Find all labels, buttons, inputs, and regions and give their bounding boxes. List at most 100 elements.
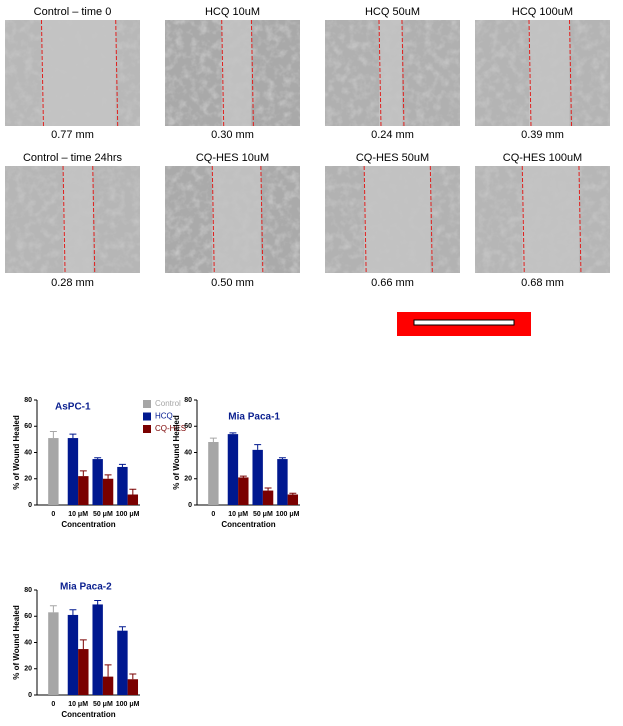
x-tick-label: 0 bbox=[51, 701, 55, 708]
panel-title: Control – time 24hrs bbox=[23, 152, 123, 164]
wound-gap bbox=[63, 166, 93, 273]
bar-chart: 0 20 40 60 80 0 10 μM 50 μM 100 μM AsPC-1 Concentr… bbox=[12, 397, 186, 529]
panel-title: HCQ 50uM bbox=[365, 6, 420, 18]
panel-title: Control – time 0 bbox=[34, 6, 112, 18]
y-tick-label: 80 bbox=[24, 397, 32, 404]
y-tick-label: 40 bbox=[24, 449, 32, 456]
error-bar bbox=[49, 605, 57, 613]
micro-panel: Control – time 0 0.77 mm bbox=[5, 6, 140, 141]
y-tick-label: 0 bbox=[28, 692, 32, 699]
panel-measurement: 0.50 mm bbox=[211, 277, 254, 289]
x-axis-label: Concentration bbox=[221, 520, 275, 529]
x-tick-label: 50 μM bbox=[93, 701, 113, 708]
y-tick-label: 80 bbox=[184, 397, 192, 404]
wound-gap bbox=[529, 20, 570, 126]
bar bbox=[102, 676, 114, 695]
panel-title: CQ-HES 10uM bbox=[196, 152, 269, 164]
error-bar bbox=[104, 664, 112, 677]
error-bar bbox=[118, 463, 126, 467]
y-tick-label: 20 bbox=[24, 666, 32, 673]
bar bbox=[127, 679, 139, 695]
y-tick-label: 80 bbox=[24, 587, 32, 594]
error-bar bbox=[94, 600, 102, 605]
y-tick-label: 20 bbox=[24, 476, 32, 483]
x-axis-label: Concentration bbox=[61, 520, 115, 529]
panel-title: HCQ 100uM bbox=[512, 6, 573, 18]
micro-panel: Control – time 24hrs 0.28 mm bbox=[5, 152, 140, 289]
y-tick-label: 40 bbox=[24, 639, 32, 646]
micro-panel: HCQ 10uM 0.30 mm bbox=[165, 6, 300, 141]
y-tick-label: 60 bbox=[184, 423, 192, 430]
error-bar bbox=[69, 609, 77, 615]
legend-swatch bbox=[143, 412, 151, 421]
wound-gap bbox=[522, 166, 579, 273]
bar bbox=[92, 604, 103, 695]
x-tick-label: 100 μM bbox=[116, 511, 140, 518]
error-bar bbox=[69, 433, 77, 439]
error-bar bbox=[118, 626, 126, 631]
x-tick-label: 0 bbox=[51, 511, 55, 518]
error-bar bbox=[129, 488, 137, 495]
wound-gap bbox=[379, 20, 402, 126]
error-bar bbox=[264, 487, 272, 491]
legend-swatch bbox=[143, 400, 151, 408]
bar bbox=[287, 494, 299, 505]
panel-measurement: 0.28 mm bbox=[51, 277, 94, 289]
legend-swatch bbox=[143, 425, 151, 433]
y-axis-label: % of Wound Healed bbox=[12, 415, 21, 490]
chart-title: AsPC-1 bbox=[55, 402, 91, 413]
bar bbox=[78, 649, 89, 695]
bar bbox=[252, 449, 263, 505]
panel-title: CQ-HES 50uM bbox=[356, 152, 429, 164]
panel-measurement: 0.68 mm bbox=[521, 277, 564, 289]
wound-gap bbox=[364, 166, 431, 273]
error-bar bbox=[79, 639, 87, 650]
x-axis-label: Concentration bbox=[61, 710, 115, 719]
panel-title: HCQ 10uM bbox=[205, 6, 260, 18]
y-tick-label: 20 bbox=[184, 476, 192, 483]
legend-label: Control bbox=[155, 399, 181, 408]
micro-panel: HCQ 50uM 0.24 mm bbox=[325, 6, 460, 141]
bar bbox=[262, 490, 274, 505]
error-bar bbox=[289, 492, 297, 495]
error-bar bbox=[254, 444, 262, 450]
bar bbox=[48, 438, 59, 505]
error-bar bbox=[278, 457, 286, 460]
legend-label: CQ-HES bbox=[155, 424, 186, 433]
panel-measurement: 0.24 mm bbox=[371, 129, 414, 141]
micro-panel: CQ-HES 10uM 0.50 mm bbox=[165, 152, 300, 289]
x-tick-label: 50 μM bbox=[253, 511, 273, 518]
micro-panel: CQ-HES 100uM 0.68 mm bbox=[475, 152, 610, 289]
micro-panel: HCQ 100uM 0.39 mm bbox=[475, 6, 610, 141]
x-tick-label: 100 μM bbox=[276, 511, 300, 518]
error-bar bbox=[49, 431, 57, 439]
error-bar bbox=[229, 432, 237, 435]
legend-label: HCQ bbox=[155, 412, 173, 421]
chart-title: Mia Paca-1 bbox=[228, 412, 280, 423]
y-tick-label: 60 bbox=[24, 613, 32, 620]
wound-gap bbox=[41, 20, 116, 126]
bar bbox=[102, 478, 114, 505]
error-bar bbox=[209, 437, 217, 442]
panel-measurement: 0.39 mm bbox=[521, 129, 564, 141]
bar-chart: 0 20 40 60 80 0 10 μM 50 μM 100 μM Mia Paca-2 Conc… bbox=[12, 582, 140, 719]
x-tick-label: 10 μM bbox=[68, 511, 88, 518]
x-tick-label: 100 μM bbox=[116, 701, 140, 708]
y-axis-label: % of Wound Healed bbox=[12, 605, 21, 680]
bar bbox=[238, 477, 249, 505]
wound-gap bbox=[212, 166, 261, 273]
bar bbox=[92, 459, 103, 505]
scale-bar bbox=[413, 319, 515, 326]
x-tick-label: 50 μM bbox=[93, 511, 113, 518]
bar bbox=[67, 614, 79, 695]
panel-title: CQ-HES 100uM bbox=[503, 152, 582, 164]
bar bbox=[48, 612, 59, 695]
y-tick-label: 0 bbox=[28, 502, 32, 509]
bar bbox=[208, 442, 219, 505]
chart-title: Mia Paca-2 bbox=[60, 582, 112, 593]
bar bbox=[117, 466, 128, 505]
panel-measurement: 0.66 mm bbox=[371, 277, 414, 289]
bar bbox=[277, 459, 288, 505]
x-tick-label: 10 μM bbox=[228, 511, 248, 518]
